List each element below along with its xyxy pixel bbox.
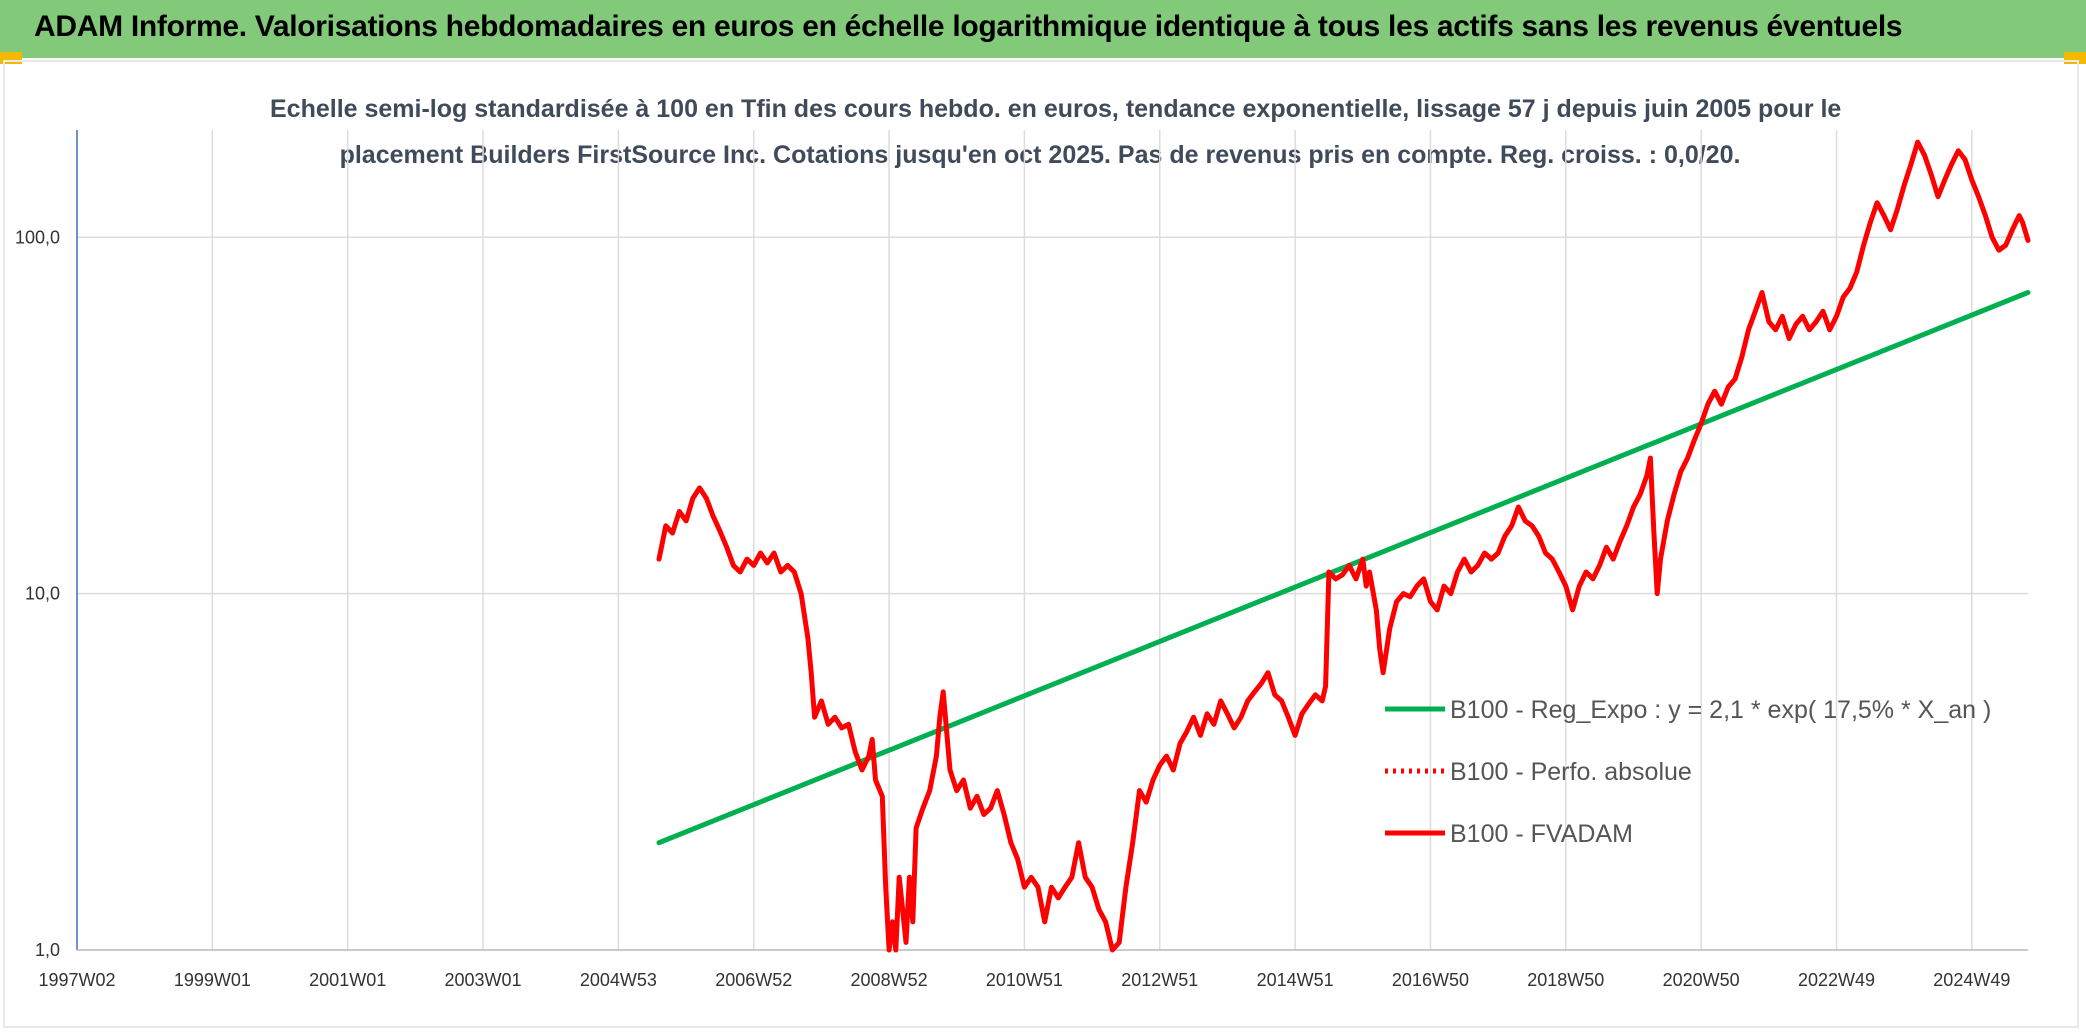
grid <box>76 130 2028 951</box>
legend-label: B100 - Reg_Expo : y = 2,1 * exp( 17,5% *… <box>1450 696 1991 724</box>
x-tick-label: 2001W01 <box>309 970 386 990</box>
series-layer <box>656 139 2031 953</box>
x-tick-label: 2004W53 <box>580 970 657 990</box>
x-tick-label: 2008W52 <box>851 970 928 990</box>
chart-subtitle-line-1: Echelle semi-log standardisée à 100 en T… <box>270 95 1842 123</box>
y-tick-label: 100,0 <box>15 227 60 247</box>
x-axis-labels: 1997W02 1999W01 2001W01 2003W01 2004W53 2006W… <box>38 970 2010 990</box>
report-title: ADAM Informe. Valorisations hebdomadaire… <box>34 10 1903 43</box>
chart-subtitle: Echelle semi-log standardisée à 100 en T… <box>270 86 1842 178</box>
x-tick-label: 2006W52 <box>715 970 792 990</box>
y-tick-label: 10,0 <box>25 584 60 604</box>
chart-frame <box>3 60 2079 1028</box>
legend-label: B100 - Perfo. absolue <box>1450 758 1692 786</box>
x-tick-label: 1999W01 <box>174 970 251 990</box>
x-tick-label: 2024W49 <box>1933 970 2010 990</box>
x-tick-label: 2012W51 <box>1121 970 1198 990</box>
x-tick-label: 2020W50 <box>1663 970 1740 990</box>
y-tick-label: 1,0 <box>35 940 60 960</box>
legend-label: B100 - FVADAM <box>1450 820 1633 848</box>
title-banner: ADAM Informe. Valorisations hebdomadaire… <box>0 0 2086 58</box>
series-line-2 <box>656 139 2031 953</box>
axes <box>76 130 2028 951</box>
x-tick-label: 2003W01 <box>445 970 522 990</box>
x-tick-label: 2010W51 <box>986 970 1063 990</box>
x-tick-label: 2014W51 <box>1257 970 1334 990</box>
x-tick-label: 1997W02 <box>38 970 115 990</box>
x-tick-label: 2016W50 <box>1392 970 1469 990</box>
x-tick-label: 2022W49 <box>1798 970 1875 990</box>
y-axis-labels: 1,0 10,0 100,0 <box>15 227 60 960</box>
x-tick-label: 2018W50 <box>1527 970 1604 990</box>
legend: B100 - Reg_Expo : y = 2,1 * exp( 17,5% *… <box>1385 696 1991 848</box>
chart-subtitle-line-2: placement Builders FirstSource Inc. Cota… <box>339 141 1741 169</box>
series-line-0 <box>656 290 2031 846</box>
